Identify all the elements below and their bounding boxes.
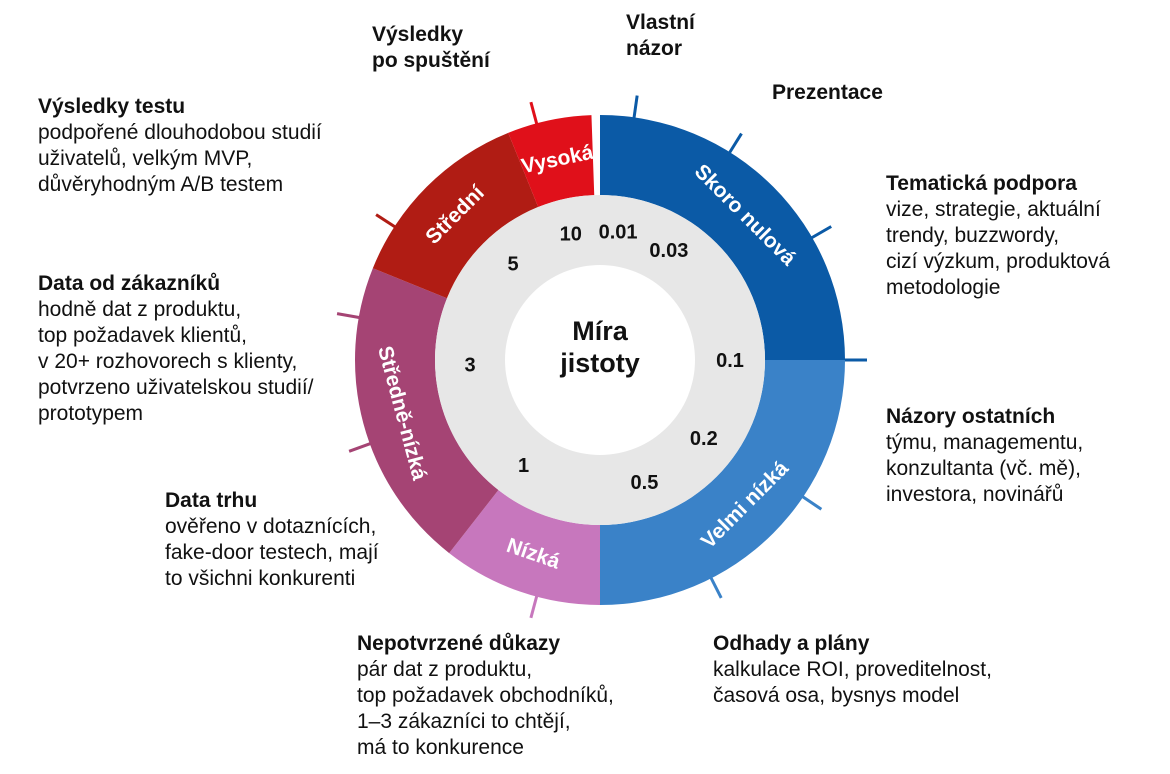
label-others-opinions: Názory ostatních týmu, managementu, konz…	[886, 404, 1083, 508]
tick-mark	[726, 132, 743, 157]
tick-mark	[529, 592, 540, 619]
label-estimates-plans-title: Odhady a plány	[713, 632, 870, 655]
label-test-results-desc: podpořené dlouhodobou studií uživatelů, …	[38, 121, 322, 196]
segment-skoro-nulova	[600, 115, 845, 360]
label-test-results: Výsledky testu podpořené dlouhodobou stu…	[38, 94, 322, 198]
label-thematic-support-desc: vize, strategie, aktuální trendy, buzzwo…	[886, 198, 1111, 299]
label-estimates-plans: Odhady a plány kalkulace ROI, proveditel…	[713, 631, 992, 709]
scale-value: 5	[507, 253, 518, 275]
tick-mark	[807, 225, 832, 241]
center-hole	[505, 265, 695, 455]
label-post-launch-results-title: Výsledky po spuštění	[372, 23, 490, 72]
label-others-opinions-desc: týmu, managementu, konzultanta (vč. mě),…	[886, 431, 1084, 506]
segment-vysoka	[508, 115, 595, 208]
label-estimates-plans-desc: kalkulace ROI, proveditelnost, časová os…	[713, 658, 992, 707]
ring-ticks	[336, 95, 867, 619]
tick-mark	[336, 312, 363, 320]
scale-value: 10	[560, 223, 582, 245]
tick-mark	[708, 574, 723, 599]
confidence-scale: 0.01 0.03 0.1 0.2 0.5 1 3 5 10	[465, 221, 744, 494]
scale-value: 0.03	[649, 240, 688, 262]
label-customer-data-title: Data od zákazníků	[38, 272, 221, 295]
label-market-data: Data trhu ověřeno v dotaznících, fake-do…	[165, 488, 379, 592]
label-presentation-title: Prezentace	[772, 81, 883, 104]
label-customer-data-desc: hodně dat z produktu, top požadavek klie…	[38, 298, 314, 425]
scale-value: 0.5	[631, 472, 659, 494]
label-market-data-title: Data trhu	[165, 489, 258, 512]
label-thematic-support-title: Tematická podpora	[886, 172, 1077, 195]
label-others-opinions-title: Názory ostatních	[886, 405, 1056, 428]
scale-value: 3	[465, 355, 476, 377]
label-unconfirmed-evidence-title: Nepotvrzené důkazy	[357, 632, 561, 655]
label-market-data-desc: ověřeno v dotaznících, fake-door testech…	[165, 515, 379, 590]
segment-stredne-nizka	[355, 268, 499, 554]
tick-mark	[632, 95, 639, 122]
label-own-opinion: Vlastní názor	[626, 10, 695, 62]
segment-stredni	[372, 132, 539, 299]
confidence-ring	[355, 115, 845, 605]
segment-velmi-nizka	[600, 360, 845, 605]
scale-value: 0.2	[690, 428, 718, 450]
label-unconfirmed-evidence: Nepotvrzené důkazy pár dat z produktu, t…	[357, 631, 614, 761]
label-test-results-title: Výsledky testu	[38, 95, 186, 118]
scale-value: 1	[518, 455, 529, 477]
label-thematic-support: Tematická podpora vize, strategie, aktuá…	[886, 171, 1110, 301]
label-own-opinion-title: Vlastní názor	[626, 11, 695, 60]
label-post-launch-results: Výsledky po spuštění	[372, 22, 490, 74]
label-unconfirmed-evidence-desc: pár dat z produktu, top požadavek obchod…	[357, 658, 614, 759]
tick-mark	[798, 493, 823, 511]
label-presentation: Prezentace	[772, 80, 883, 106]
tick-mark	[348, 441, 375, 453]
label-customer-data: Data od zákazníků hodně dat z produktu, …	[38, 271, 313, 427]
scale-value: 0.01	[599, 221, 638, 243]
tick-mark	[375, 213, 399, 230]
center-title-line2: jistoty	[559, 348, 640, 378]
tick-mark	[529, 101, 540, 128]
segment-nizka	[449, 490, 600, 605]
scale-value: 0.1	[716, 350, 744, 372]
center-title-line1: Míra	[572, 316, 629, 346]
